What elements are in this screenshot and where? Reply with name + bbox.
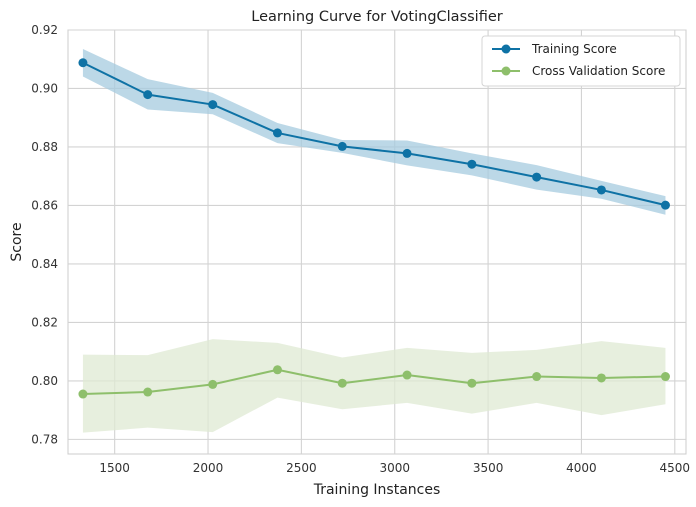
data-point xyxy=(78,389,88,399)
legend: Training Score Cross Validation Score xyxy=(481,35,681,87)
data-point xyxy=(402,370,412,380)
x-tick-label: 2500 xyxy=(286,461,317,475)
x-tick-label: 2000 xyxy=(193,461,224,475)
legend-swatch-marker xyxy=(501,66,511,76)
data-point xyxy=(78,58,88,68)
data-point xyxy=(143,90,153,100)
chart-title: Learning Curve for VotingClassifier xyxy=(251,9,502,25)
data-point xyxy=(467,378,477,388)
data-point xyxy=(337,141,347,151)
data-point xyxy=(143,387,153,397)
series-line-1 xyxy=(82,368,666,396)
series-points xyxy=(78,58,670,399)
data-point xyxy=(532,372,542,382)
x-tick-label: 4500 xyxy=(660,461,691,475)
x-axis-label: Training Instances xyxy=(313,482,441,498)
data-point xyxy=(208,100,218,110)
y-tick-label: 0.82 xyxy=(31,315,58,329)
data-point xyxy=(532,172,542,182)
data-point xyxy=(337,378,347,388)
y-tick-label: 0.88 xyxy=(31,140,58,154)
series-line-0 xyxy=(82,61,666,207)
y-tick-label: 0.90 xyxy=(31,81,58,95)
data-point xyxy=(596,185,606,195)
y-axis-label: Score xyxy=(9,222,25,261)
data-point xyxy=(272,365,282,375)
legend-label: Training Score xyxy=(531,42,617,56)
y-tick-label: 0.86 xyxy=(31,198,58,212)
y-tick-label: 0.78 xyxy=(31,432,58,446)
data-point xyxy=(208,379,218,389)
legend-box xyxy=(481,35,681,87)
x-tick-label: 1500 xyxy=(99,461,130,475)
legend-swatch-marker xyxy=(501,44,511,54)
series-lines xyxy=(82,61,666,396)
y-tick-label: 0.84 xyxy=(31,257,58,271)
data-point xyxy=(660,372,670,382)
x-tick-labels: 1500 2000 2500 3000 3500 4000 4500 xyxy=(99,461,690,475)
legend-label: Cross Validation Score xyxy=(532,64,665,78)
data-point xyxy=(660,200,670,210)
data-point xyxy=(596,373,606,383)
data-point xyxy=(272,128,282,138)
confidence-band-1 xyxy=(82,339,666,433)
y-tick-label: 0.80 xyxy=(31,374,58,388)
x-tick-label: 4000 xyxy=(566,461,597,475)
data-point xyxy=(402,148,412,158)
y-tick-labels: 0.78 0.80 0.82 0.84 0.86 0.88 0.90 0.92 xyxy=(31,23,58,446)
x-tick-label: 3000 xyxy=(379,461,410,475)
x-tick-label: 3500 xyxy=(473,461,504,475)
data-point xyxy=(467,159,477,169)
y-tick-label: 0.92 xyxy=(31,23,58,37)
